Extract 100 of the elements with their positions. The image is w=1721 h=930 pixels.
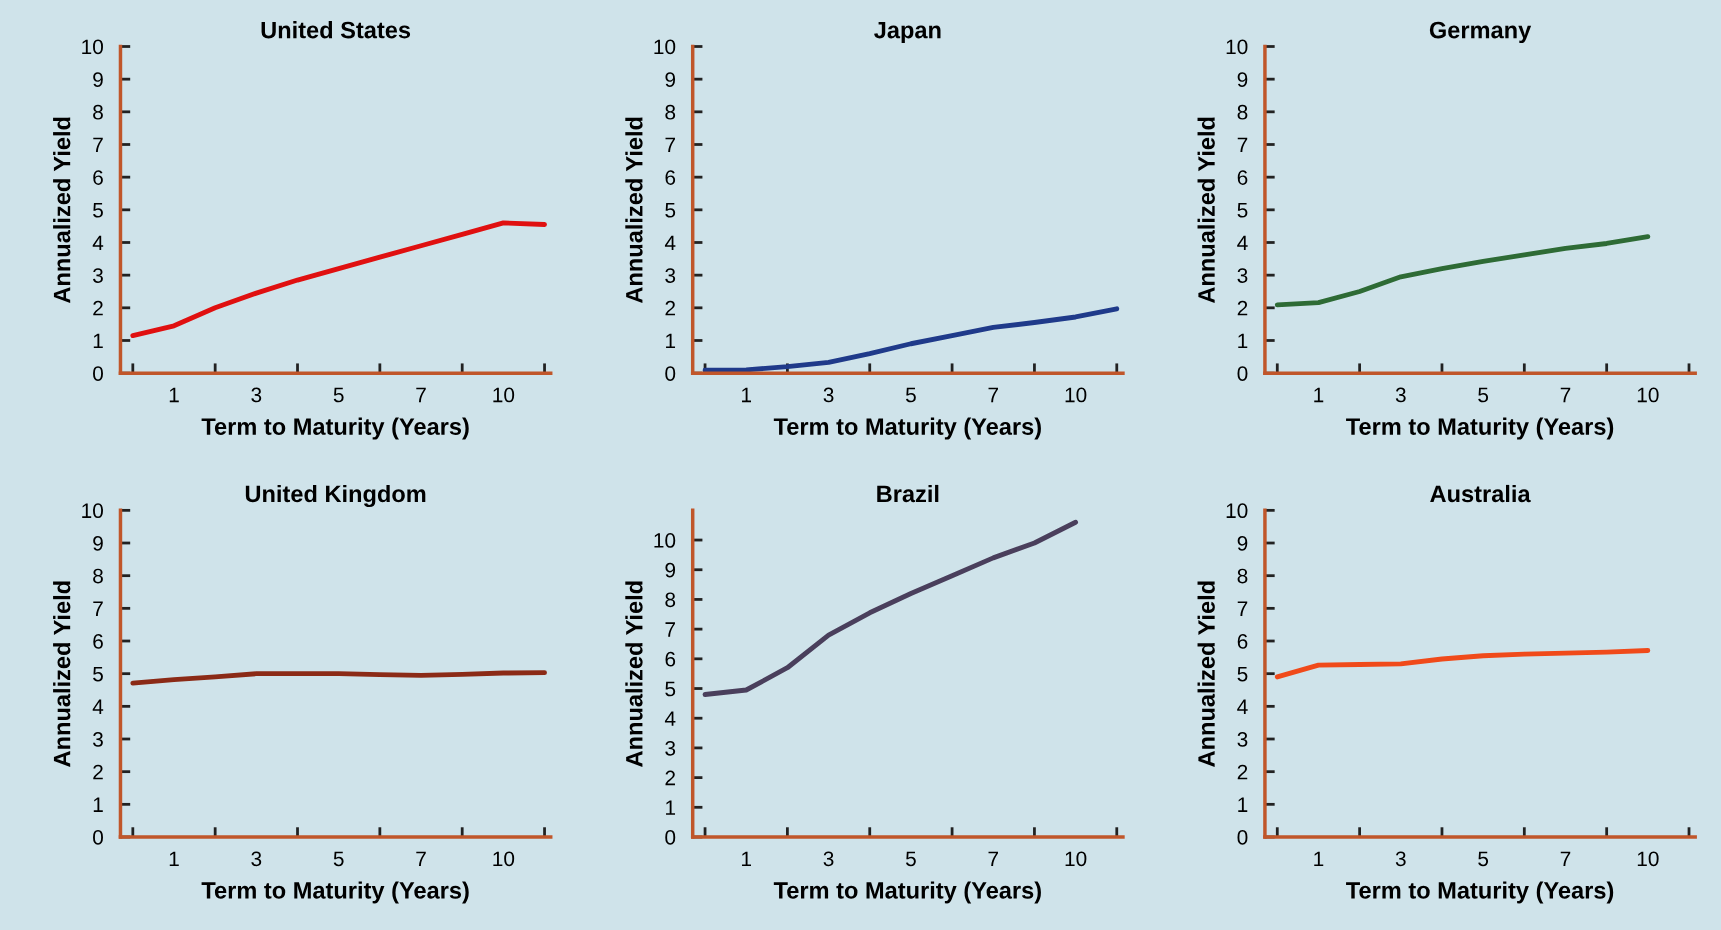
x-tick-label: 3 [823,851,834,867]
y-tick-label: 2 [665,770,675,786]
x-tick-label: 10 [1065,387,1087,403]
y-tick-label: 10 [654,39,676,55]
chart-title: United Kingdom [245,484,426,508]
y-tick-label: 8 [93,568,103,584]
y-tick-label: 1 [1238,333,1248,349]
x-tick-label: 1 [169,387,179,403]
x-tick-label: 10 [1637,851,1659,867]
y-tick-label: 10 [1226,39,1248,55]
line-series [702,306,1120,373]
x-tick-label: 3 [1395,387,1406,403]
y-tick-label: 2 [665,300,675,316]
y-tick-label: 3 [93,268,103,283]
x-axis-title: Term to Maturity (Years) [1346,417,1614,440]
x-tick-label: 3 [1395,851,1406,867]
y-tick-label: 0 [665,830,676,845]
y-tick-label: 9 [1237,536,1248,551]
x-tick-label: 1 [1314,851,1324,866]
x-tick-label: 3 [251,851,262,867]
y-tick-label: 10 [82,39,103,55]
x-tick-label: 7 [416,851,426,866]
chart-title: Australia [1430,484,1531,503]
y-tick-label: 3 [93,732,103,747]
x-tick-label: 3 [823,387,834,403]
y-axis-title: Annualized Yield [625,581,643,767]
y-tick-label: 3 [665,268,676,283]
x-tick-label: 7 [988,851,999,866]
y-tick-label: 0 [1237,366,1248,381]
y-tick-label: 7 [1237,137,1248,153]
line-series [130,670,547,686]
y-tick-label: 6 [665,170,676,185]
x-tick-label: 7 [1560,387,1571,403]
x-tick-label: 5 [333,387,344,403]
y-tick-label: 7 [665,137,675,153]
y-tick-label: 9 [1237,72,1248,87]
x-tick-label: 1 [169,851,179,866]
y-axis-title: Annualized Yield [625,117,643,304]
y-tick-label: 10 [1226,503,1248,519]
x-tick-label: 10 [1637,387,1659,403]
y-tick-label: 5 [1237,203,1248,218]
y-tick-label: 7 [93,137,103,153]
x-axis-title: Term to Maturity (Years) [201,417,469,440]
y-tick-label: 4 [92,235,104,251]
y-tick-label: 4 [664,235,676,251]
chart-title: Germany [1429,21,1532,44]
y-tick-label: 2 [93,300,103,316]
y-tick-label: 3 [1237,268,1248,283]
line-series [130,220,547,339]
y-tick-label: 0 [1237,830,1248,845]
x-tick-label: 5 [333,851,344,867]
y-tick-label: 1 [666,333,676,349]
line-series [1274,234,1651,308]
y-tick-label: 9 [665,72,676,87]
line-series [702,519,1079,697]
x-tick-label: 10 [1065,851,1087,867]
y-tick-label: 5 [93,666,103,682]
chart-title: Japan [874,21,941,44]
y-tick-label: 10 [82,503,103,519]
y-tick-label: 4 [92,699,104,714]
y-axis-title: Annualized Yield [1197,581,1215,767]
x-tick-label: 7 [416,387,426,403]
y-tick-label: 5 [1237,666,1248,682]
x-axis-title: Term to Maturity (Years) [1346,881,1614,904]
y-tick-label: 10 [654,533,676,548]
y-tick-label: 9 [665,562,676,578]
y-tick-label: 7 [1237,601,1248,616]
y-tick-label: 0 [665,366,676,381]
x-tick-label: 5 [905,851,916,867]
x-tick-label: 5 [1478,851,1489,867]
x-tick-label: 1 [742,851,751,866]
y-tick-label: 1 [93,333,103,349]
y-tick-label: 4 [664,711,676,726]
x-tick-label: 1 [742,387,751,403]
y-tick-label: 4 [1237,235,1248,251]
y-tick-label: 5 [665,203,676,218]
y-tick-label: 1 [93,797,103,812]
y-tick-label: 2 [1237,300,1248,316]
x-tick-label: 10 [493,851,515,867]
y-tick-label: 2 [93,764,103,780]
line-series [1274,648,1651,680]
y-tick-label: 7 [665,622,675,637]
x-tick-label: 3 [251,387,262,403]
y-tick-label: 6 [1237,170,1248,185]
x-tick-label: 10 [493,387,515,403]
y-tick-label: 0 [93,366,103,381]
y-axis-title: Annualized Yield [53,581,71,767]
y-tick-label: 8 [1237,568,1248,584]
y-tick-label: 2 [1237,764,1248,780]
x-tick-label: 5 [1478,387,1489,403]
x-axis-title: Term to Maturity (Years) [773,881,1041,904]
y-tick-label: 3 [1237,732,1248,747]
y-tick-label: 1 [1238,797,1248,812]
y-tick-label: 5 [665,681,676,697]
y-tick-label: 6 [665,651,676,667]
y-tick-label: 3 [665,740,676,756]
y-tick-label: 8 [93,104,103,120]
y-tick-label: 0 [93,830,103,845]
chart-title: Brazil [877,484,939,503]
y-tick-label: 1 [666,800,676,815]
